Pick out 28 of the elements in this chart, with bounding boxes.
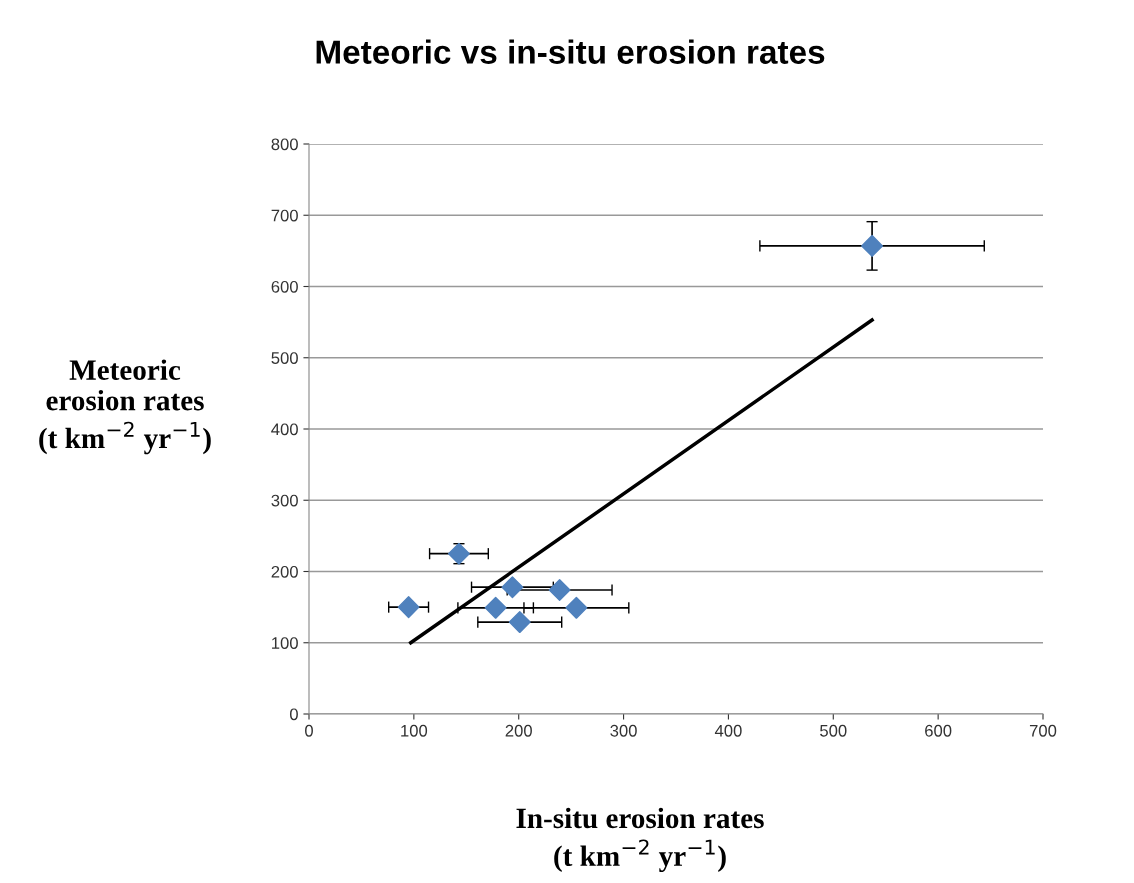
x-tick-label: 300	[610, 724, 637, 737]
y-tick-label: 0	[289, 708, 298, 721]
y-tick-label: 500	[271, 352, 298, 364]
point	[565, 596, 588, 619]
x-axis-title: In-situ erosion rates (t km$^{−2}$ yr$^{−1}$)	[516, 807, 764, 873]
x-tick-label: 400	[714, 724, 742, 737]
y-tick-label: 400	[271, 423, 298, 436]
y-tick-label: 200	[271, 565, 298, 578]
x-tick-label: 200	[505, 724, 532, 737]
point	[397, 596, 420, 619]
y-tick-label: 100	[272, 637, 298, 649]
point	[508, 611, 531, 634]
y-tick-label: 700	[271, 209, 298, 222]
point	[501, 576, 524, 599]
x-tick-label: 100	[401, 724, 428, 737]
point	[484, 596, 507, 619]
point	[548, 579, 571, 602]
x-tick-label: 600	[925, 724, 952, 737]
y-tick-label: 300	[271, 494, 298, 507]
y-tick-label: 600	[271, 280, 298, 293]
y-tick-label: 800	[271, 138, 298, 151]
x-tick-label: 700	[1029, 724, 1057, 737]
point	[447, 542, 470, 565]
x-tick-label: 500	[820, 724, 847, 737]
chart-title: Meteoric vs in-situ erosion rates	[316, 39, 825, 64]
x-tick-label: 0	[305, 724, 313, 737]
y-axis-title: Meteoric erosion rates (t km$^{−2}$ yr$^{−1}$)	[39, 359, 211, 455]
point	[861, 234, 884, 257]
